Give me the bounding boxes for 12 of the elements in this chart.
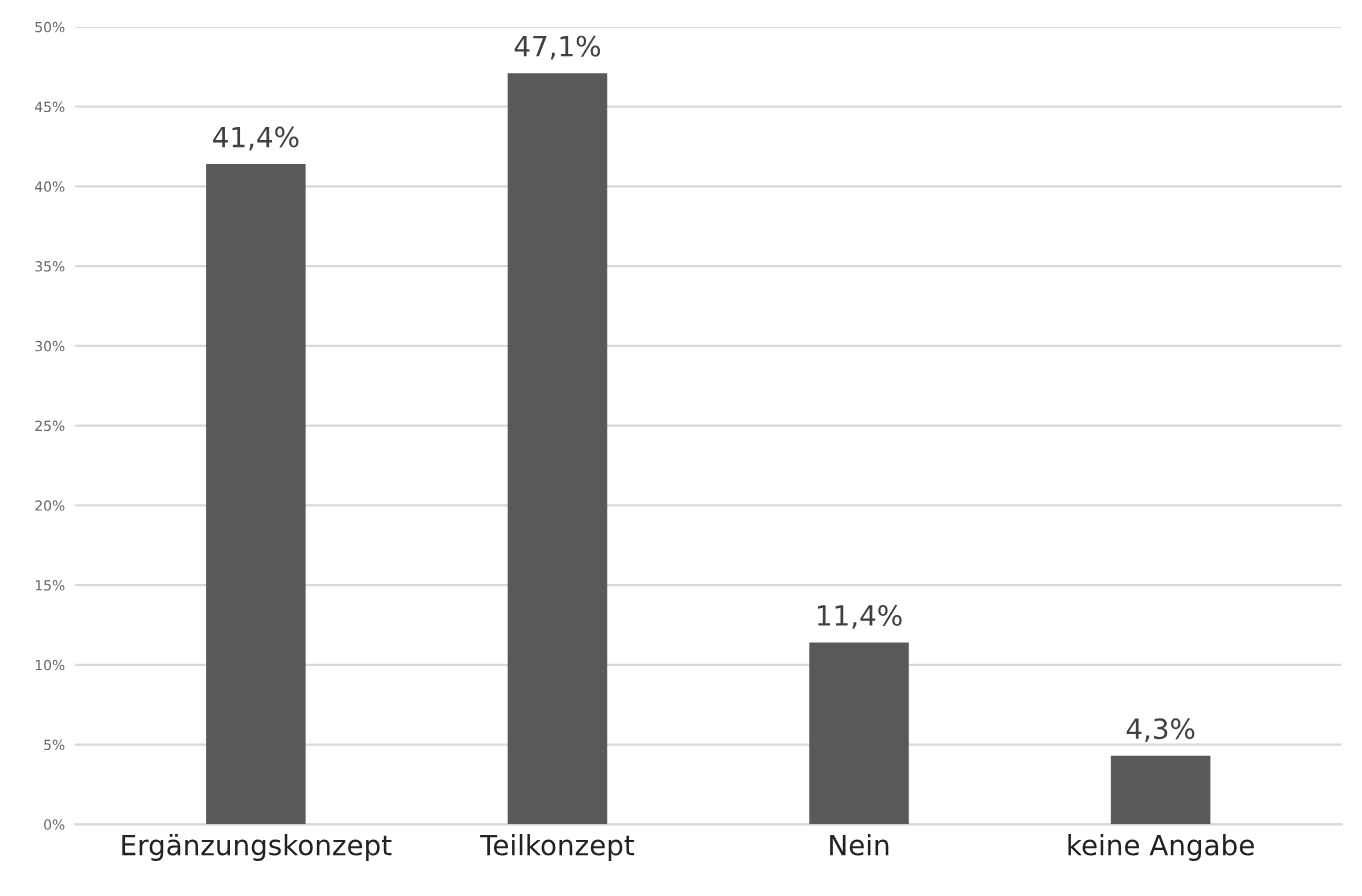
data-label: 11,4% <box>817 605 902 629</box>
x-tick-label: keine Angabe <box>1068 834 1254 861</box>
data-label: 41,4% <box>213 126 299 151</box>
bar <box>507 73 608 825</box>
x-tick-label: Teilkonzept <box>480 834 635 861</box>
x-tick-label: Nein <box>830 834 889 856</box>
data-label: 4,3% <box>1126 718 1195 743</box>
bar <box>1110 755 1211 825</box>
data-label: 47,1% <box>514 35 601 60</box>
bar <box>206 164 306 825</box>
bar <box>809 642 909 825</box>
x-tick-label: Ergänzungskonzept <box>122 834 392 861</box>
